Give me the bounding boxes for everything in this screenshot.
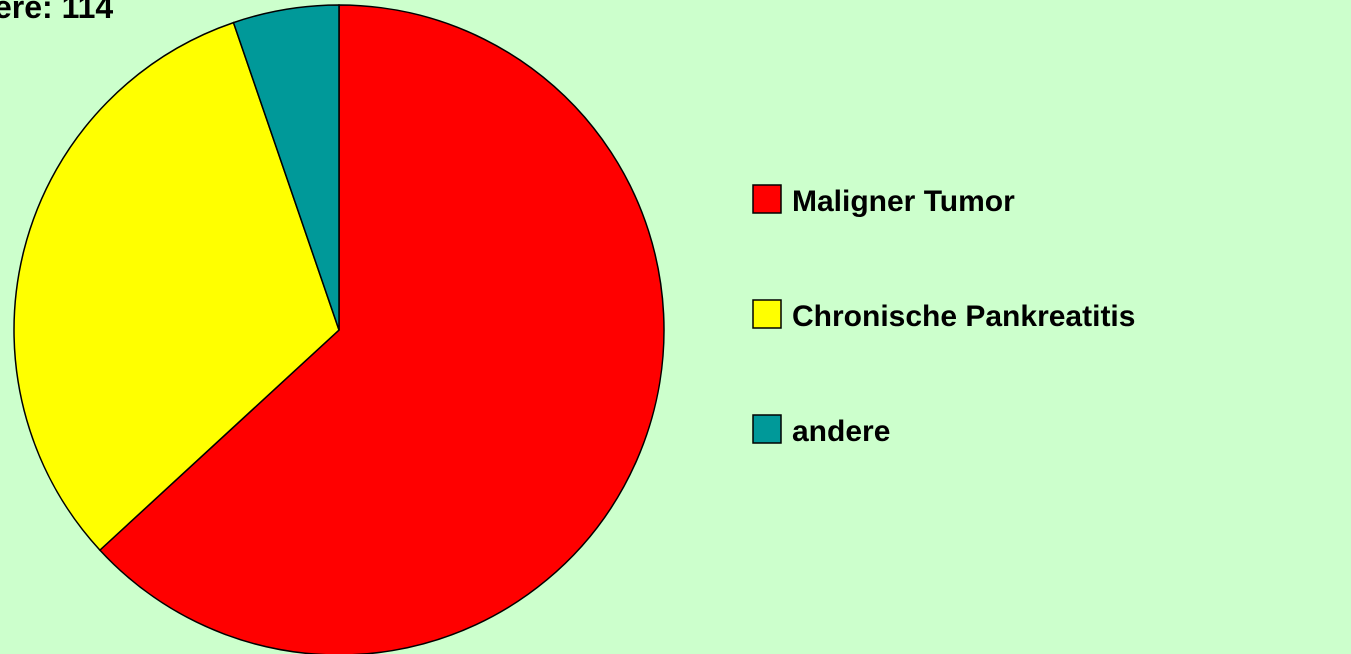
legend-label: andere <box>792 415 890 448</box>
legend-label: Maligner Tumor <box>792 185 1015 218</box>
chart-title: ere: 114 <box>0 0 113 25</box>
pie-slice <box>232 4 340 331</box>
pie-slice <box>13 21 340 552</box>
pie-slice <box>98 4 665 654</box>
legend-swatch <box>752 299 782 329</box>
legend-swatch <box>752 414 782 444</box>
legend-swatch <box>752 184 782 214</box>
legend-label: Chronische Pankreatitis <box>792 300 1135 333</box>
